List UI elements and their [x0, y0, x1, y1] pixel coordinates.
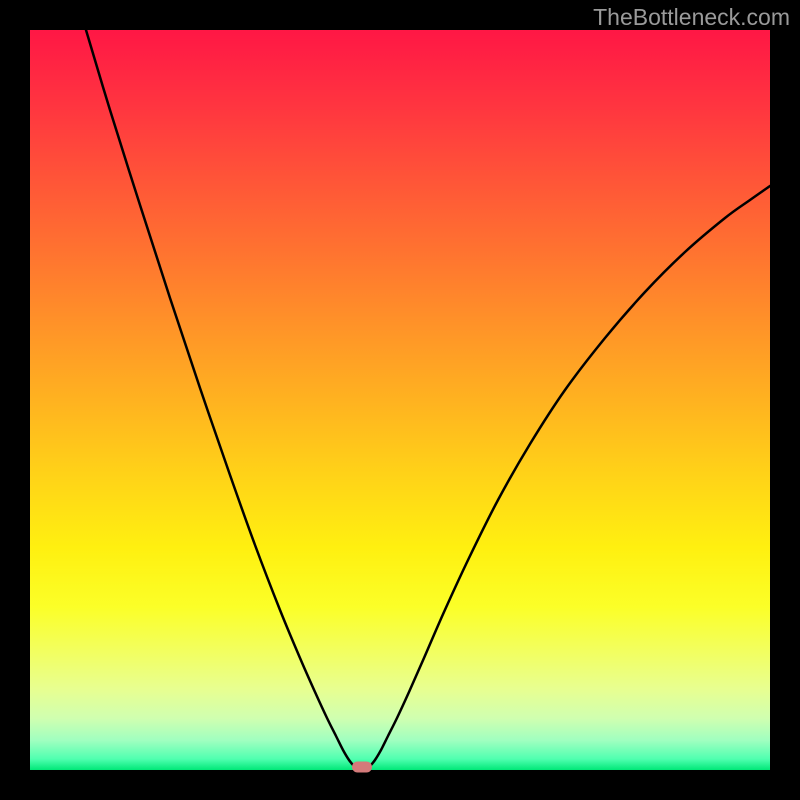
- plot-area: [30, 30, 770, 770]
- chart-container: TheBottleneck.com: [0, 0, 800, 800]
- optimal-point-marker: [352, 762, 372, 773]
- bottleneck-curve: [30, 30, 770, 770]
- attribution-text: TheBottleneck.com: [593, 4, 790, 31]
